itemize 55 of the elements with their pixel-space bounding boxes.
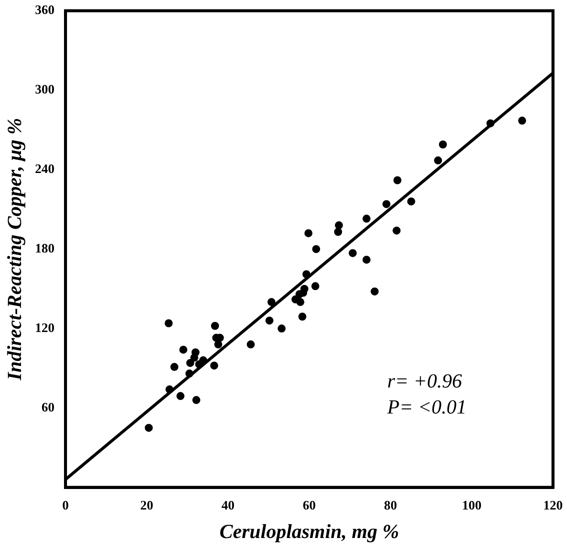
point [438, 140, 447, 149]
annotation: P= <0.01 [386, 396, 466, 418]
point [334, 228, 342, 236]
point [302, 270, 310, 278]
point [214, 340, 222, 348]
point [210, 362, 218, 370]
point [362, 256, 371, 264]
point [296, 298, 304, 306]
point [298, 312, 306, 321]
y-axis-title: Indirect-Reacting Copper, μg % [4, 118, 26, 382]
point [434, 156, 442, 164]
point [186, 358, 194, 367]
point [518, 116, 526, 125]
point [265, 316, 274, 325]
point [407, 197, 416, 206]
y-tick-label: 360 [35, 2, 54, 18]
point [192, 348, 200, 356]
x-tick-label: 120 [543, 498, 563, 513]
point [211, 322, 219, 330]
y-tick-label: 180 [35, 240, 54, 256]
point [334, 221, 343, 230]
point [164, 319, 173, 328]
x-tick-label: 20 [140, 498, 154, 513]
point [185, 370, 194, 378]
x-tick-label: 60 [302, 498, 316, 513]
point [311, 282, 320, 290]
point [144, 424, 153, 432]
point [362, 214, 371, 223]
point [370, 287, 379, 296]
annotation: r= +0.96 [387, 370, 462, 392]
point [267, 298, 276, 306]
x-axis-title: Ceruloplasmin, mg % [220, 521, 399, 544]
x-tick-label: 80 [384, 498, 397, 513]
y-tick-label: 240 [35, 161, 54, 176]
point [278, 324, 286, 333]
point [192, 396, 200, 404]
point [312, 245, 320, 254]
point [486, 119, 494, 128]
point [179, 346, 188, 354]
point [300, 284, 308, 293]
point [176, 392, 184, 400]
point [382, 200, 390, 208]
point [170, 362, 178, 371]
point [246, 340, 255, 348]
x-tick-label: 100 [462, 498, 482, 513]
x-tick-label: 40 [222, 498, 234, 513]
x-tick-label: 0 [62, 498, 69, 513]
y-tick-label: 120 [35, 320, 54, 335]
point [392, 226, 401, 235]
y-tick-label: 300 [35, 82, 54, 97]
point [166, 385, 174, 394]
point [304, 229, 312, 238]
point [393, 176, 402, 184]
y-tick-label: 60 [42, 399, 54, 414]
point [348, 249, 357, 258]
